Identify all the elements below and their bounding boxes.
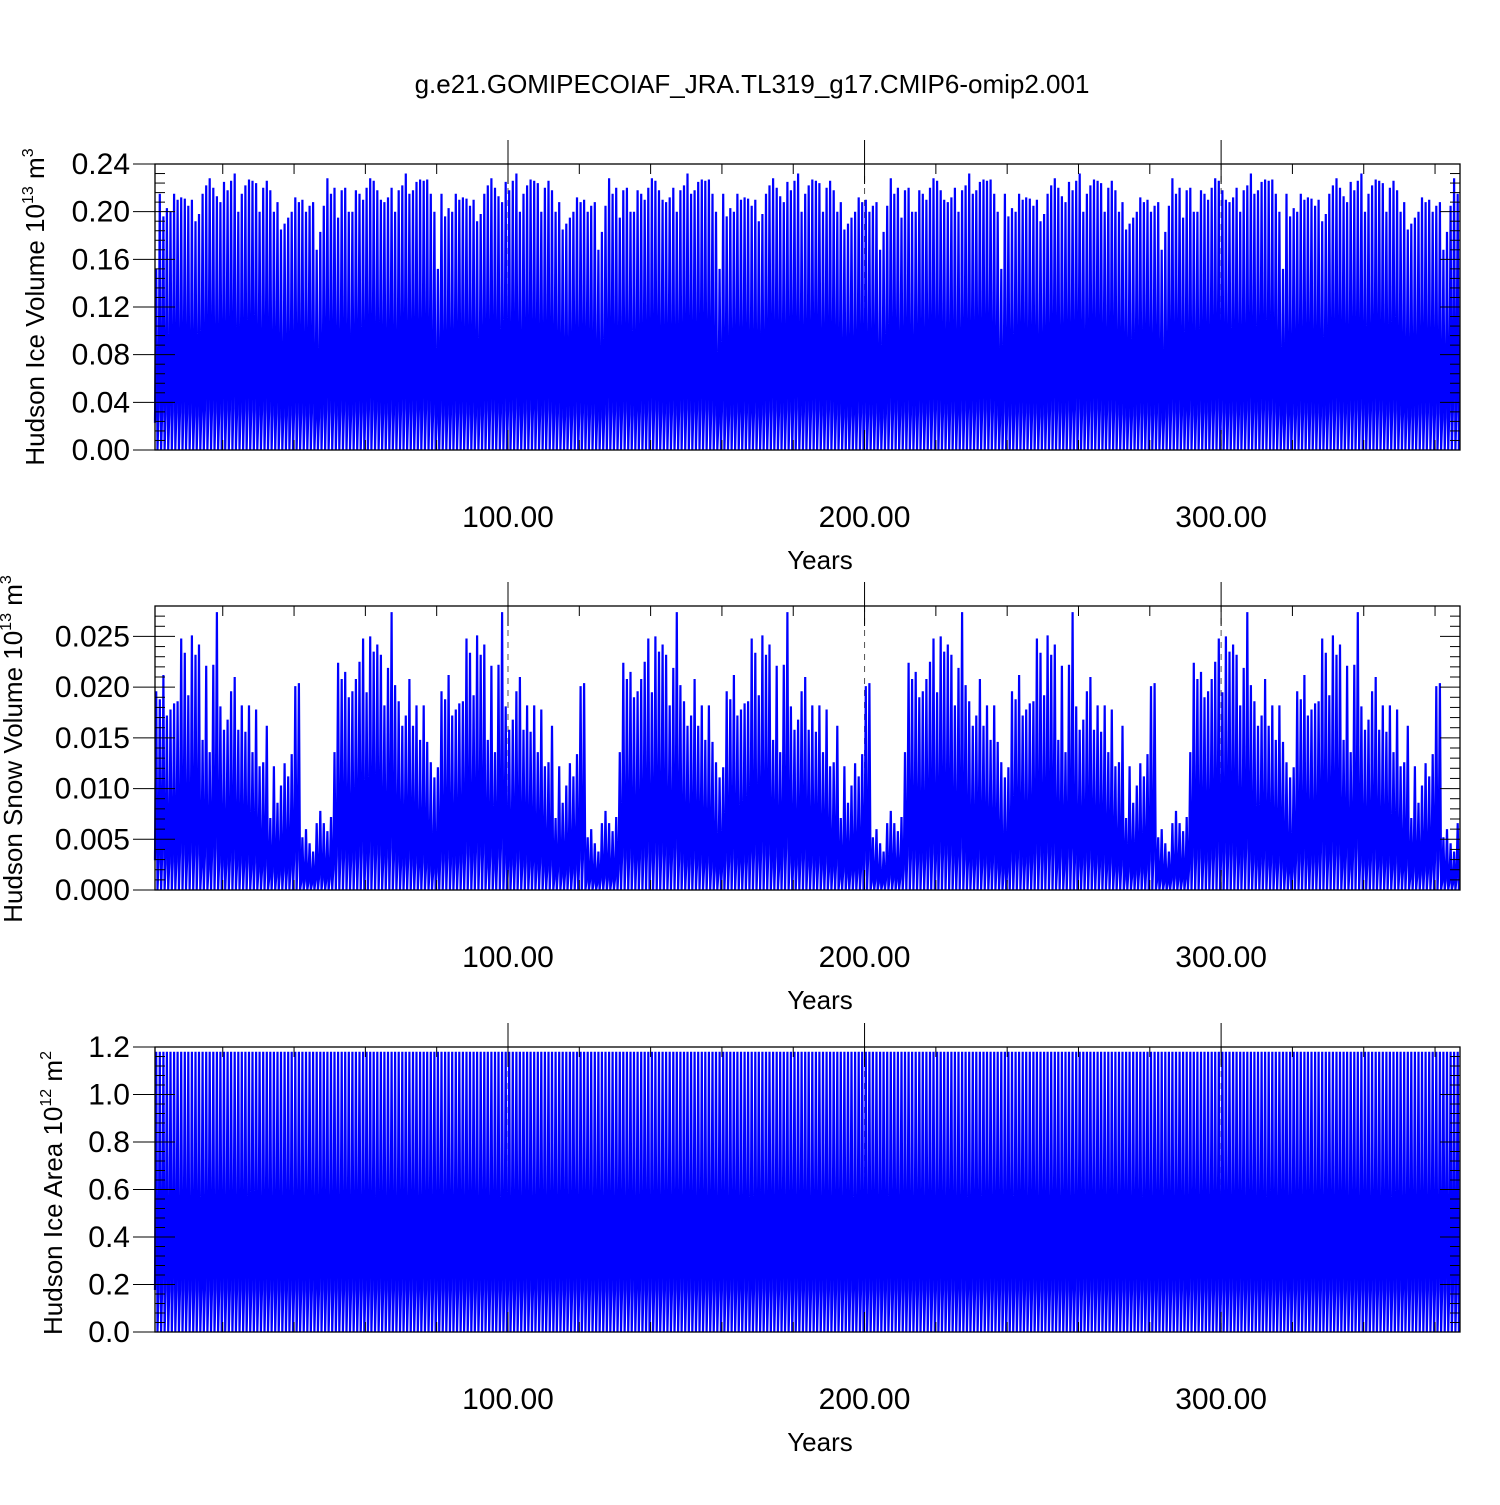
y-tick-label: 0.24 [72, 148, 130, 181]
x-tick-label: 100.00 [462, 501, 554, 534]
x-tick-label: 100.00 [462, 941, 554, 974]
y-tick-label: 0.015 [55, 722, 130, 755]
x-tick-label: 300.00 [1175, 1383, 1267, 1416]
y-axis-label: Hudson Ice Volume 1013 m3 [20, 148, 50, 465]
x-tick-label: 200.00 [819, 1383, 911, 1416]
y-tick-label: 0.025 [55, 620, 130, 653]
x-tick-label: 300.00 [1175, 501, 1267, 534]
data-series-line [153, 1051, 1461, 1333]
y-tick-label: 0.0 [88, 1316, 130, 1349]
y-tick-label: 0.6 [88, 1174, 130, 1207]
chart-panel-1: 0.00 0.04 0.08 0.12 0.16 0.20 0.24 100.00 200.00… [20, 140, 1461, 575]
x-tick-label: 100.00 [462, 1383, 554, 1416]
y-tick-label: 0.20 [72, 196, 130, 229]
y-tick-label: 0.000 [55, 874, 130, 907]
y-tick-label: 0.12 [72, 291, 130, 324]
x-axis-label: Years [787, 985, 853, 1015]
y-tick-label: 1.0 [88, 1079, 130, 1112]
y-tick-label: 0.020 [55, 671, 130, 704]
y-tick-label: 0.005 [55, 823, 130, 856]
y-tick-label: 0.16 [72, 243, 130, 276]
y-tick-label: 0.8 [88, 1126, 130, 1159]
x-axis-label: Years [787, 545, 853, 575]
figure-title: g.e21.GOMIPECOIAF_JRA.TL319_g17.CMIP6-om… [415, 69, 1090, 99]
x-tick-label: 300.00 [1175, 941, 1267, 974]
x-tick-label: 200.00 [819, 501, 911, 534]
y-tick-label: 0.00 [72, 434, 130, 467]
y-tick-label: 0.4 [88, 1221, 130, 1254]
y-tick-label: 1.2 [88, 1031, 130, 1064]
y-tick-label: 0.010 [55, 773, 130, 806]
chart-panel-3: 0.0 0.2 0.4 0.6 0.8 1.0 1.2 100.00 200.00 300.00 Y… [38, 1023, 1461, 1457]
chart-panel-2: 0.000 0.005 0.010 0.015 0.020 0.025 100.00 200.… [0, 575, 1461, 1015]
data-series-line [153, 173, 1461, 451]
y-tick-label: 0.04 [72, 386, 130, 419]
y-tick-label: 0.2 [88, 1269, 130, 1302]
y-axis-label: Hudson Ice Area 1012 m2 [38, 1051, 68, 1335]
y-axis-label: Hudson Snow Volume 1013 m3 [0, 575, 28, 923]
x-axis-label: Years [787, 1427, 853, 1457]
y-tick-label: 0.08 [72, 339, 130, 372]
data-series-line [153, 612, 1460, 891]
x-tick-label: 200.00 [819, 941, 911, 974]
